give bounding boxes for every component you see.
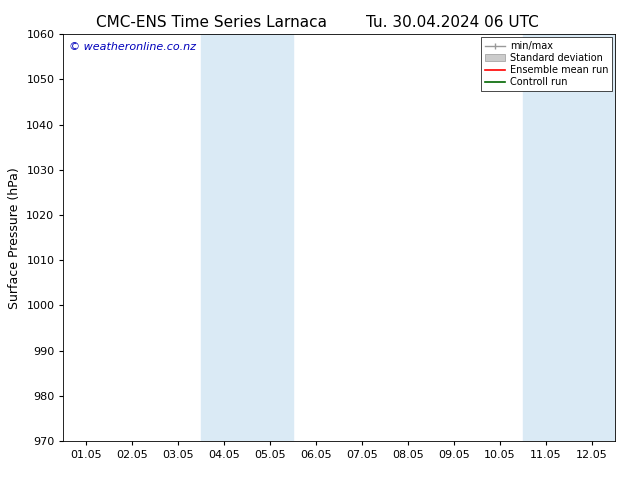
Legend: min/max, Standard deviation, Ensemble mean run, Controll run: min/max, Standard deviation, Ensemble me… [481, 37, 612, 91]
Text: CMC-ENS Time Series Larnaca        Tu. 30.04.2024 06 UTC: CMC-ENS Time Series Larnaca Tu. 30.04.20… [96, 15, 538, 30]
Bar [569, 34, 615, 441]
Bar [247, 34, 293, 441]
Bar [523, 34, 569, 441]
Y-axis label: Surface Pressure (hPa): Surface Pressure (hPa) [8, 167, 21, 309]
Bar [202, 34, 247, 441]
Text: © weatheronline.co.nz: © weatheronline.co.nz [69, 43, 196, 52]
